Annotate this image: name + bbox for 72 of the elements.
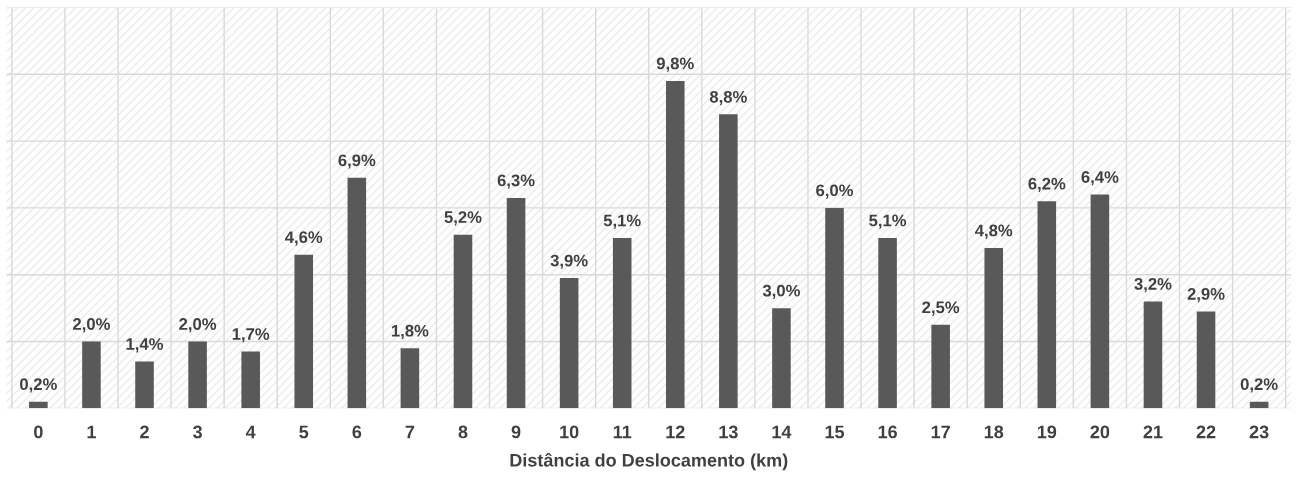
bar [241,351,260,409]
bar [294,254,314,409]
x-tick-label: 20 [1090,425,1110,439]
bar [559,278,579,409]
data-label: 6,9% [338,154,376,169]
x-tick-label: 5 [299,425,309,439]
bar [878,237,897,409]
bar [1143,301,1163,409]
data-label: 6,4% [1081,171,1119,186]
x-tick-label: 1 [87,425,96,439]
data-label: 4,8% [974,224,1013,239]
bar [400,348,420,409]
data-label: 0,2% [20,378,57,393]
data-label: 2,0% [73,318,110,333]
x-tick-label: 10 [560,425,579,439]
bar [1037,201,1057,409]
data-label: 3,9% [550,254,588,269]
x-tick-label: 21 [1143,425,1163,439]
x-tick-label: 2 [140,425,149,439]
bar [347,177,367,409]
x-tick-label: 16 [878,425,897,439]
x-tick-label: 0 [34,425,43,439]
bar [1196,311,1216,409]
data-label: 6,3% [497,174,535,189]
data-label: 3,0% [762,284,800,299]
bar [506,197,526,409]
bar [772,308,791,409]
x-tick-label: 12 [666,425,685,439]
data-label: 2,5% [922,301,960,316]
bar [82,341,101,409]
x-tick-label: 22 [1196,425,1216,439]
x-tick-label: 15 [825,425,845,439]
data-label: 2,9% [1187,288,1225,303]
data-label: 6,0% [816,184,854,199]
data-label: 1,8% [391,324,429,340]
data-label: 1,7% [232,328,270,343]
bar [984,248,1004,409]
x-tick-label: 18 [984,425,1004,439]
bar [29,401,48,409]
x-tick-label: 7 [405,425,415,439]
x-tick-label: 6 [352,425,362,439]
data-label: 8,8% [709,90,747,106]
x-tick-label: 19 [1037,425,1057,439]
bar [135,361,154,409]
data-label: 6,2% [1028,177,1066,193]
data-label: 3,2% [1134,278,1172,293]
x-tick-label: 14 [772,425,792,439]
bar [453,234,473,409]
bar [665,80,685,409]
bar [931,324,950,409]
bar [825,207,844,409]
x-tick-label: 17 [931,425,950,439]
bar [1090,194,1110,409]
x-tick-label: 13 [719,425,738,439]
bar [612,237,632,409]
x-tick-label: 4 [245,425,256,439]
data-label: 2,0% [179,318,217,333]
data-label: 5,1% [869,214,907,229]
data-label: 5,1% [603,214,641,229]
data-label: 0,2% [1240,378,1278,393]
x-tick-label: 3 [192,425,202,439]
data-label: 1,4% [126,338,164,353]
bar [188,341,207,409]
x-axis-title: Distância do Deslocamento (km) [510,452,788,471]
x-tick-label: 8 [458,425,468,439]
data-label: 9,8% [656,57,694,72]
bar [719,114,738,409]
data-label: 4,6% [285,231,323,246]
x-tick-label: 9 [511,425,521,439]
data-label: 5,2% [444,211,482,226]
x-tick-label: 11 [613,425,632,439]
x-tick-label: 23 [1249,425,1269,439]
